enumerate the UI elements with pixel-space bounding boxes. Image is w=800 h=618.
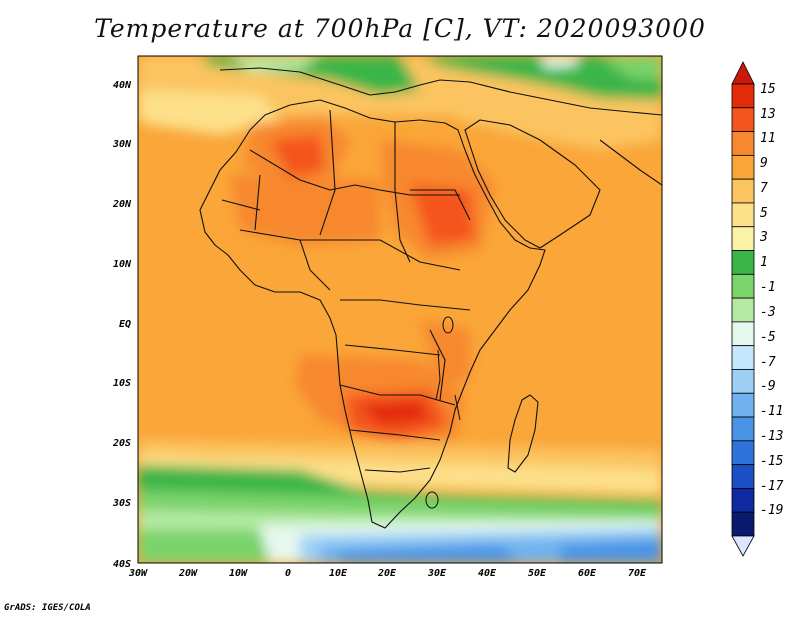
colorbar-label: -19 [760, 503, 783, 518]
colorbar-label: 1 [760, 255, 768, 270]
colorbar-label: 5 [760, 206, 768, 221]
lat-label: 20N [112, 199, 132, 210]
colorbar-swatch [731, 416, 755, 442]
colorbar-label: -3 [760, 305, 776, 320]
colorbar-swatches [731, 83, 755, 537]
colorbar-label: -11 [760, 404, 783, 419]
colorbar-label: 15 [760, 82, 776, 97]
lat-label: 10N [113, 259, 132, 270]
colorbar-swatch [731, 83, 755, 109]
colorbar-bottom-arrow [731, 535, 755, 557]
lat-label: 30N [112, 139, 132, 150]
lat-label: 30S [112, 498, 131, 509]
lon-label: 40E [478, 568, 497, 579]
colorbar-label: 7 [760, 181, 768, 196]
chart-title: Temperature at 700hPa [C], VT: 202009300… [94, 14, 706, 43]
colorbar-label: -15 [760, 454, 784, 469]
lon-label: 0 [285, 568, 291, 579]
lat-label: EQ [119, 319, 131, 330]
lon-label: 20E [377, 568, 397, 579]
lon-label: 50E [528, 568, 547, 579]
colorbar-swatch [731, 297, 755, 323]
lon-label: 60E [578, 568, 597, 579]
colorbar-swatch [731, 464, 755, 489]
colorbar-label: 9 [760, 156, 768, 171]
colorbar-label: -17 [760, 479, 784, 494]
colorbar-swatch [731, 107, 755, 132]
lat-label: 10S [113, 378, 131, 389]
colorbar-label: 3 [759, 230, 768, 245]
colorbar-label: 11 [760, 131, 776, 146]
lon-label: 20W [178, 568, 198, 579]
colorbar-swatch [731, 273, 755, 299]
colorbar-label: -1 [760, 280, 776, 295]
colorbar-swatch [731, 202, 755, 228]
colorbar-label: -5 [760, 330, 776, 345]
coastlines [199, 67, 662, 529]
colorbar-swatch [731, 345, 755, 370]
temperature-map [138, 56, 662, 563]
lat-label: 40N [113, 80, 132, 91]
latitude-axis: 40N 30N 20N 10N EQ 10S 20S 30S 40S [112, 80, 132, 570]
lon-label: 10E [329, 568, 348, 579]
colorbar-top-arrow [731, 61, 755, 85]
colorbar-label: 13 [760, 107, 776, 122]
lon-label: 10W [229, 568, 248, 579]
colorbar-swatch [731, 154, 755, 180]
software-credit: GrADS: IGES/COLA [4, 603, 91, 613]
colorbar-swatch [731, 392, 755, 418]
colorbar-swatch [731, 488, 755, 513]
colorbar-swatch [731, 321, 755, 347]
colorbar-swatch [731, 178, 755, 204]
colorbar-swatch [731, 511, 755, 537]
longitude-axis: 30W 20W 10W 0 10E 20E 30E 40E 50E 60E 70… [128, 568, 647, 579]
colorbar-swatch [731, 250, 755, 275]
lon-label: 70E [628, 568, 647, 579]
colorbar-label: -7 [760, 355, 776, 370]
colorbar-label: -13 [760, 429, 783, 444]
lat-label: 40S [113, 559, 131, 570]
lon-label: 30E [427, 568, 447, 579]
colorbar-swatch [731, 131, 755, 156]
lon-label: 30W [128, 568, 148, 579]
colorbar: 15 13 11 9 7 5 3 1 -1 -3 -5 -7 -9 -11 -1… [731, 61, 784, 557]
colorbar-label: -9 [760, 379, 776, 394]
colorbar-swatch [731, 369, 755, 394]
colorbar-swatch [731, 226, 755, 251]
colorbar-swatch [731, 440, 755, 466]
lat-label: 20S [112, 438, 131, 449]
